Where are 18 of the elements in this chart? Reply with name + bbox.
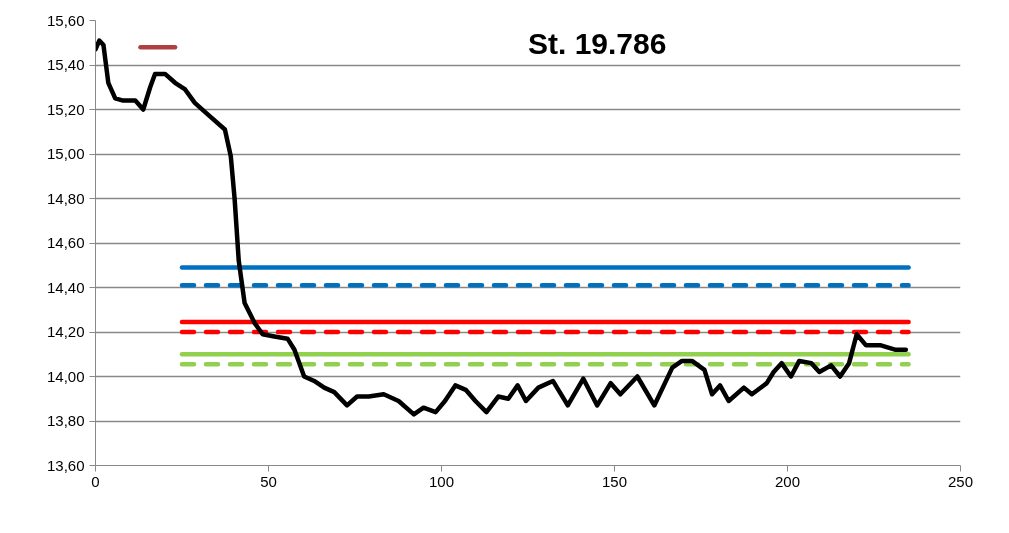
y-tick-label: 14,40	[46, 278, 85, 296]
y-tick-label: 15,40	[46, 56, 85, 73]
y-tick-label: 15,20	[46, 100, 85, 118]
y-tick-label: 13,80	[46, 412, 85, 429]
x-tick-label: 50	[260, 472, 277, 490]
y-tick-label: 14,20	[46, 323, 85, 340]
x-tick-label: 150	[601, 472, 628, 490]
x-tick-label: 250	[947, 472, 974, 490]
y-tick-label: 14,80	[46, 189, 85, 207]
y-tick-label: 14,00	[46, 367, 85, 385]
x-tick-label: 100	[428, 472, 455, 490]
y-tick-label: 14,60	[46, 234, 85, 251]
chart-title: St. 19.786	[527, 27, 667, 61]
x-tick-label: 200	[774, 472, 801, 490]
x-tick-label: 0	[91, 472, 100, 490]
y-tick-label: 15,60	[46, 11, 85, 29]
y-tick-label: 15,00	[46, 145, 85, 162]
y-tick-label: 13,60	[46, 456, 85, 474]
